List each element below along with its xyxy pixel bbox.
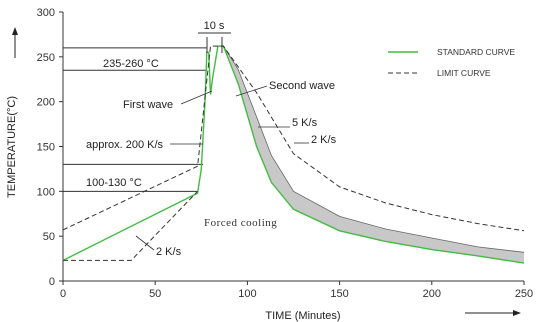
limit-curve-line-2 [62,45,525,232]
first-wave-leader [180,90,213,105]
ramp-rate-label: approx. 200 K/s [86,139,164,151]
y-tick-label: 150 [37,142,55,154]
y-tick-label: 100 [37,186,55,198]
rate-2ks-low-leader [135,235,155,251]
limit-curve-line-1 [63,190,198,261]
y-tick-label: 0 [49,276,55,288]
x-tick-label: 100 [238,288,256,300]
legend-label: STANDARD CURVE [437,47,515,57]
y-tick-label: 200 [37,97,55,109]
peak-range-label: 235-260 °C [103,58,159,70]
second-wave-leader [235,85,268,97]
x-tick-label: 200 [423,288,441,300]
standard-curve-line [62,45,525,264]
y-tick-label: 50 [43,231,55,243]
x-tick-label: 250 [515,288,533,300]
y-axis-label: TEMPERATURE(°C) [6,96,18,198]
y-tick-label: 300 [37,7,55,19]
x-tick-label: 50 [149,288,161,300]
series-layer [62,45,525,264]
ticks-layer: 0 50 100 150 200 250 0 50 100 150 200 250 300 [37,7,534,300]
x-direction-arrow-icon [465,310,521,316]
x-tick-label: 150 [330,288,348,300]
x-axis-label: TIME (Minutes) [265,310,340,322]
band-upper-edge [223,45,525,253]
forced-cooling-label: Forced cooling [204,217,277,229]
ten-second-bracket [198,32,231,53]
second-wave-label: Second wave [269,80,335,92]
rate-2ks-high-label: 2 K/s [311,134,337,146]
first-wave-label: First wave [123,99,173,111]
cooling-band [223,46,524,264]
rate-5ks-label: 5 K/s [292,117,318,129]
y-tick-label: 250 [37,52,55,64]
preheat-range-label: 100-130 °C [86,177,142,189]
ten-second-label: 10 s [204,20,225,32]
x-tick-label: 0 [60,288,66,300]
rate-2ks-low-label: 2 K/s [156,246,182,258]
y-direction-arrow-icon [12,27,18,58]
legend-label: LIMIT CURVE [437,68,491,78]
reference-lines-layer [63,47,207,192]
legend: STANDARD CURVE LIMIT CURVE [388,47,515,78]
